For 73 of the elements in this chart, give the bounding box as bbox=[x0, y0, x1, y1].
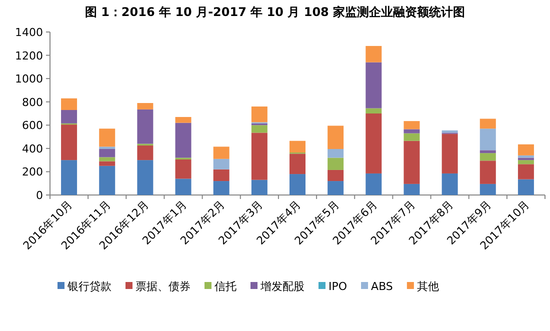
bar bbox=[175, 159, 192, 179]
bar bbox=[328, 181, 344, 195]
chart-title: 图 1：2016 年 10 月-2017 年 10 月 108 家监测企业融资额统计图 bbox=[84, 5, 466, 19]
bar bbox=[137, 160, 154, 195]
bar bbox=[290, 140, 306, 153]
bar bbox=[404, 133, 420, 141]
bar bbox=[328, 149, 344, 158]
bar bbox=[366, 114, 382, 174]
bar bbox=[61, 110, 78, 124]
bar bbox=[175, 116, 192, 123]
bar bbox=[175, 122, 192, 158]
bar bbox=[404, 184, 420, 195]
bar bbox=[137, 103, 154, 110]
bar bbox=[99, 149, 116, 158]
bar bbox=[328, 158, 344, 170]
bar bbox=[61, 124, 78, 160]
bar bbox=[61, 160, 78, 195]
bar bbox=[366, 108, 382, 114]
bar bbox=[290, 174, 306, 195]
bar bbox=[518, 164, 534, 180]
bar bbox=[480, 150, 496, 154]
bar bbox=[61, 98, 78, 110]
bar bbox=[251, 106, 268, 122]
bar bbox=[404, 140, 420, 184]
legend-label: 银行贷款 bbox=[66, 280, 112, 293]
bar bbox=[480, 118, 496, 129]
bar bbox=[518, 179, 534, 195]
bar bbox=[213, 146, 230, 159]
bar bbox=[137, 109, 154, 144]
bar bbox=[213, 181, 230, 195]
bar bbox=[251, 125, 268, 133]
bar bbox=[328, 126, 344, 150]
bar bbox=[99, 157, 116, 162]
bar bbox=[213, 158, 230, 170]
legend-label: 增发配股 bbox=[260, 280, 304, 293]
legend-label: 票据、债券 bbox=[136, 280, 190, 293]
y-tick-label: 1200 bbox=[15, 49, 43, 62]
bar bbox=[480, 153, 496, 161]
bar bbox=[99, 166, 116, 195]
bar bbox=[99, 161, 116, 166]
bar bbox=[442, 134, 458, 174]
bar bbox=[213, 169, 230, 182]
bar bbox=[518, 160, 534, 164]
bar bbox=[480, 184, 496, 195]
y-tick-label: 200 bbox=[22, 166, 43, 179]
bar bbox=[99, 128, 116, 147]
bar bbox=[175, 178, 192, 195]
bar bbox=[366, 62, 382, 108]
legend-label: ABS bbox=[371, 280, 393, 293]
bar bbox=[251, 132, 268, 180]
bar bbox=[404, 121, 420, 130]
bar bbox=[404, 129, 420, 134]
bar bbox=[442, 173, 458, 195]
y-tick-label: 0 bbox=[36, 189, 43, 202]
bar bbox=[518, 144, 534, 156]
bar bbox=[480, 160, 496, 184]
bar bbox=[366, 173, 382, 195]
bar bbox=[518, 158, 534, 160]
y-tick-label: 600 bbox=[22, 119, 43, 132]
bar bbox=[366, 46, 382, 62]
legend-label: 其他 bbox=[416, 280, 439, 293]
bar bbox=[99, 146, 116, 150]
bar bbox=[290, 154, 306, 174]
y-tick-label: 1000 bbox=[15, 72, 43, 86]
bar bbox=[251, 180, 268, 195]
legend-label: IPO bbox=[328, 280, 348, 293]
legend-label: 信托 bbox=[214, 280, 236, 293]
bar bbox=[480, 128, 496, 150]
bar bbox=[137, 146, 154, 160]
bar bbox=[328, 170, 344, 182]
y-tick-label: 1400 bbox=[15, 26, 43, 39]
y-tick-label: 800 bbox=[22, 96, 43, 109]
y-tick-label: 400 bbox=[22, 142, 43, 156]
